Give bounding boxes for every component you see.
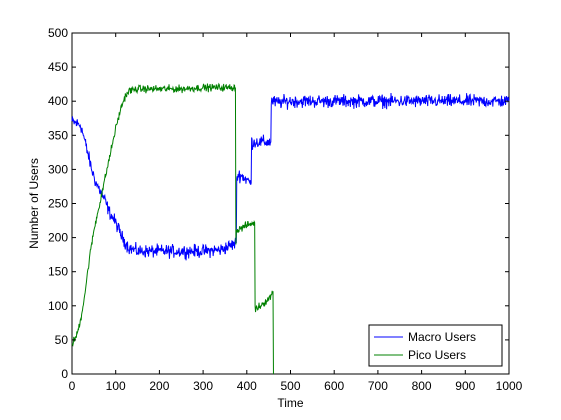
- series-line-pico: [71, 82, 274, 375]
- x-tick-label: 700: [368, 379, 388, 393]
- x-axis-label: Time: [277, 396, 304, 410]
- x-tick-label: 900: [455, 379, 475, 393]
- ticks-layer: 0 100 200 300 400 500 600 700 800 900 1000 0 50 100 15…: [48, 26, 523, 393]
- plot-area: [71, 32, 510, 375]
- x-tick-label: 1000: [496, 379, 523, 393]
- y-tick-label: 200: [48, 231, 68, 245]
- x-tick-label: 800: [412, 379, 432, 393]
- x-tick-label: 200: [149, 379, 169, 393]
- y-tick-label: 100: [48, 299, 68, 313]
- series-layer: [71, 82, 510, 375]
- y-tick-label: 50: [55, 333, 69, 347]
- series-line-macro: [71, 92, 510, 261]
- y-tick-label: 300: [48, 162, 68, 176]
- y-tick-label: 400: [48, 94, 68, 108]
- legend-label-pico: Pico Users: [408, 348, 466, 362]
- y-tick-label: 0: [61, 367, 68, 381]
- y-tick-label: 250: [48, 197, 68, 211]
- x-tick-label: 300: [193, 379, 213, 393]
- y-tick-label: 350: [48, 128, 68, 142]
- x-tick-label: 0: [69, 379, 76, 393]
- y-tick-label: 150: [48, 265, 68, 279]
- legend-box: [368, 324, 503, 367]
- y-axis-label: Number of Users: [27, 158, 41, 249]
- x-tick-label: 500: [280, 379, 300, 393]
- x-tick-label: 600: [324, 379, 344, 393]
- y-tick-label: 450: [48, 60, 68, 74]
- legend-label-macro: Macro Users: [408, 330, 476, 344]
- legend: Macro Users Pico Users: [368, 324, 503, 367]
- x-tick-label: 100: [106, 379, 126, 393]
- x-tick-label: 400: [237, 379, 257, 393]
- y-tick-label: 500: [48, 26, 68, 40]
